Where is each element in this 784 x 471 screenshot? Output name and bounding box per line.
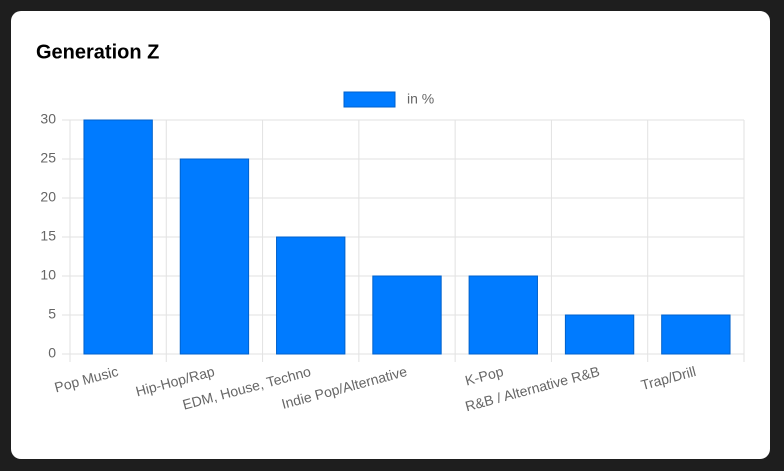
bar [276, 236, 346, 355]
legend-swatch [343, 91, 396, 108]
y-tick-label: 5 [48, 306, 56, 322]
bar [468, 275, 538, 355]
y-tick-label: 20 [40, 189, 56, 205]
chart-title: Generation Z [36, 41, 159, 63]
bar [661, 314, 731, 355]
x-tick-label: Trap/Drill [639, 363, 697, 393]
x-tick-label: K-Pop [463, 363, 505, 389]
bar [179, 158, 250, 355]
legend-label: in % [407, 91, 434, 107]
y-tick-label: 30 [40, 111, 56, 127]
y-tick-label: 0 [48, 345, 56, 361]
bar [564, 314, 635, 355]
x-tick-label: Pop Music [53, 363, 120, 395]
y-tick-label: 10 [40, 267, 56, 283]
y-tick-label: 25 [40, 150, 56, 166]
y-tick-label: 15 [40, 228, 56, 244]
bar [372, 275, 442, 355]
bar [83, 119, 153, 355]
